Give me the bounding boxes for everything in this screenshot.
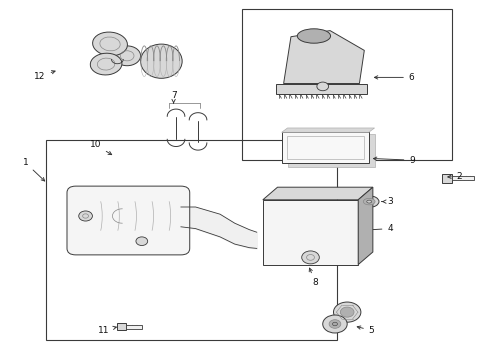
Circle shape	[333, 302, 360, 322]
Text: 11: 11	[98, 325, 116, 335]
Text: 9: 9	[373, 156, 414, 165]
Circle shape	[301, 251, 319, 264]
Ellipse shape	[141, 44, 182, 78]
Polygon shape	[357, 187, 372, 265]
Ellipse shape	[366, 200, 371, 203]
Circle shape	[340, 307, 353, 317]
Bar	[287, 134, 374, 167]
Circle shape	[79, 211, 92, 221]
Text: 10: 10	[89, 140, 111, 155]
Ellipse shape	[113, 46, 141, 66]
Ellipse shape	[92, 32, 127, 56]
Circle shape	[322, 315, 346, 333]
Text: 1: 1	[22, 158, 44, 181]
Bar	[242, 9, 451, 160]
Bar	[263, 200, 357, 265]
Bar	[286, 136, 363, 159]
Bar	[441, 174, 451, 183]
Circle shape	[328, 320, 340, 328]
Polygon shape	[283, 31, 364, 84]
Ellipse shape	[359, 196, 378, 207]
Text: 3: 3	[381, 197, 392, 206]
Bar	[276, 84, 366, 94]
Circle shape	[332, 322, 337, 326]
Bar	[126, 325, 142, 329]
Circle shape	[136, 237, 147, 246]
Bar	[451, 176, 473, 180]
Bar	[281, 132, 368, 163]
Bar	[46, 140, 337, 340]
Polygon shape	[263, 187, 372, 200]
Bar	[117, 323, 126, 330]
Text: 6: 6	[374, 73, 414, 82]
Text: 5: 5	[357, 326, 374, 335]
Text: 2: 2	[447, 172, 462, 181]
Text: 7: 7	[170, 91, 176, 103]
Ellipse shape	[363, 198, 374, 205]
Text: 4: 4	[363, 224, 392, 233]
Text: 12: 12	[34, 71, 55, 81]
Polygon shape	[281, 128, 374, 132]
Ellipse shape	[90, 53, 122, 75]
Ellipse shape	[297, 29, 330, 43]
Circle shape	[316, 82, 328, 91]
Text: 8: 8	[308, 268, 318, 287]
FancyBboxPatch shape	[67, 186, 189, 255]
